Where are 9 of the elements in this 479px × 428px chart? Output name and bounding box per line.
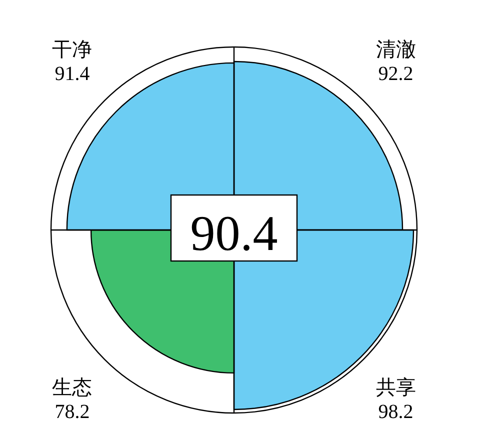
category-label: 生态 <box>52 376 92 399</box>
category-label: 干净 <box>52 39 92 62</box>
category-label: 共享 <box>376 376 416 399</box>
data-label: 98.2 <box>378 400 414 423</box>
data-label: 92.2 <box>378 63 414 86</box>
data-label: 78.2 <box>54 400 90 423</box>
data-label: 91.4 <box>54 63 90 86</box>
text: 90.4 <box>190 205 278 261</box>
category-label: 清澈 <box>376 39 416 62</box>
